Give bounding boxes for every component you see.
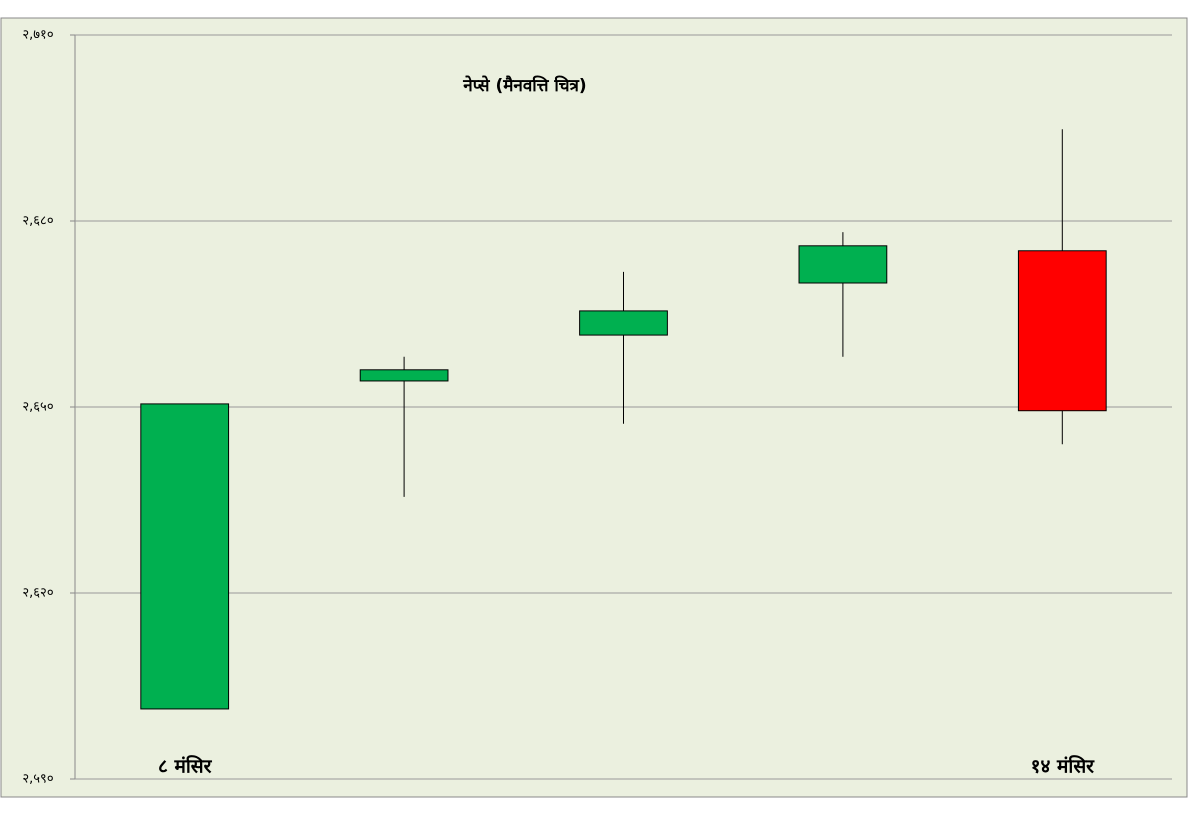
x-tick-label: ८ मंसिर	[158, 755, 213, 778]
candle-body	[359, 369, 449, 382]
chart-title: नेप्से (मैनवत्ति चित्र)	[462, 75, 586, 96]
y-tick-label: २,६८०	[22, 214, 53, 229]
y-tick-label: २,६२०	[22, 586, 53, 601]
candle-body	[579, 310, 668, 336]
candle-body	[798, 245, 888, 284]
candle-body	[140, 403, 230, 710]
x-tick-label: १४ मंसिर	[1031, 755, 1096, 778]
y-tick-label: २,७१०	[22, 28, 53, 43]
candle-body	[1017, 250, 1107, 412]
y-tick-label: २,६५०	[22, 400, 53, 415]
y-tick-label: २,५९०	[22, 772, 53, 787]
